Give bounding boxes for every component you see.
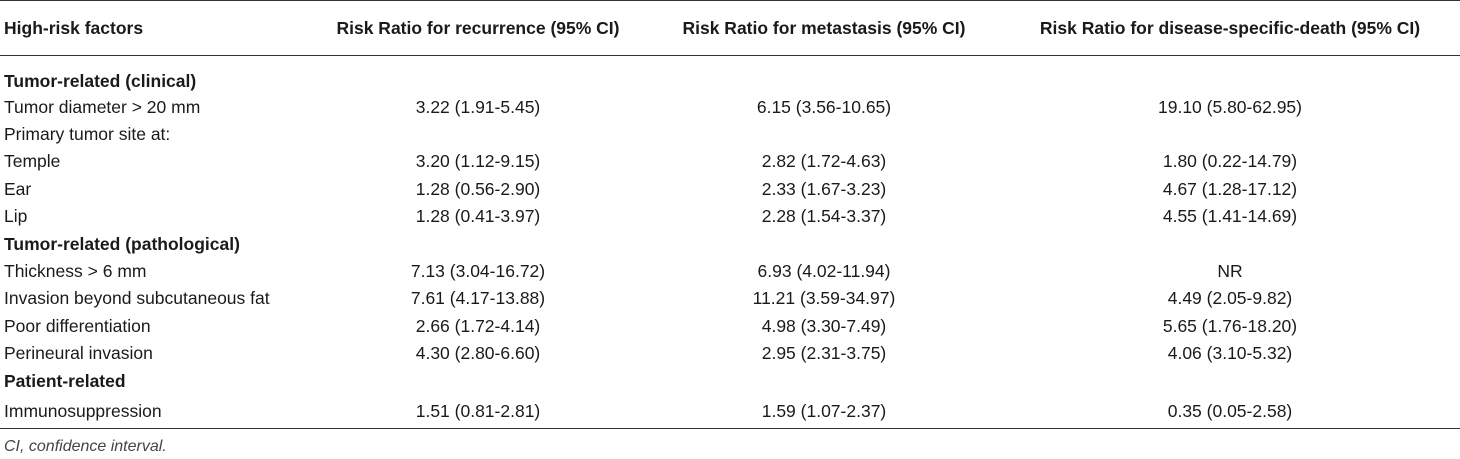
table-row: Lip 1.28 (0.41-3.97) 2.28 (1.54-3.37) 4.55 …: [0, 203, 1460, 230]
header-disease-specific-death: Risk Ratio for disease-specific-death (9…: [1000, 0, 1460, 56]
recurrence-value: 3.20 (1.12-9.15): [415, 151, 541, 172]
row-label: Invasion beyond subcutaneous fat: [4, 288, 270, 309]
metastasis-value: 6.15 (3.56-10.65): [756, 96, 892, 117]
recurrence-value: 1.28 (0.56-2.90): [415, 178, 541, 199]
row-label: Tumor diameter > 20 mm: [4, 96, 201, 117]
recurrence-value: [308, 367, 648, 394]
recurrence-value: 4.30 (2.80-6.60): [415, 343, 541, 364]
table-row: Thickness > 6 mm 7.13 (3.04-16.72) 6.93 (4…: [0, 258, 1460, 285]
recurrence-value: 2.66 (1.72-4.14): [415, 315, 541, 336]
table-footnote: CI, confidence interval.: [4, 438, 167, 455]
death-value: [1000, 56, 1460, 94]
death-value: 4.06 (3.10-5.32): [1167, 343, 1293, 364]
metastasis-value: [648, 230, 1000, 257]
risk-ratio-table-container: High-risk factors Risk Ratio for recurre…: [0, 0, 1460, 430]
death-value: [1000, 367, 1460, 394]
death-value: [1000, 230, 1460, 257]
metastasis-value: 2.28 (1.54-3.37): [761, 206, 887, 227]
row-label: Poor differentiation: [4, 315, 151, 336]
table-row: Perineural invasion 4.30 (2.80-6.60) 2.95 …: [0, 340, 1460, 367]
metastasis-value: 1.59 (1.07-2.37): [648, 394, 1000, 430]
row-label: Perineural invasion: [4, 343, 153, 364]
metastasis-value: [648, 121, 1000, 148]
metastasis-value: 2.82 (1.72-4.63): [761, 151, 887, 172]
death-value: NR: [1217, 261, 1243, 282]
death-value: 4.67 (1.28-17.12): [1162, 178, 1298, 199]
table-row: Ear 1.28 (0.56-2.90) 2.33 (1.67-3.23) 4.67 …: [0, 176, 1460, 203]
recurrence-value: 7.61 (4.17-13.88): [410, 288, 546, 309]
row-label: Thickness > 6 mm: [4, 261, 147, 282]
section-label: Patient-related: [4, 370, 126, 391]
section-label: Tumor-related (clinical): [4, 70, 197, 91]
table-row: Primary tumor site at:: [0, 121, 1460, 148]
section-row: Tumor-related (clinical): [0, 56, 1460, 94]
table-row: Invasion beyond subcutaneous fat 7.61 (4.…: [0, 285, 1460, 312]
row-label: Primary tumor site at:: [4, 124, 171, 145]
recurrence-value: 1.28 (0.41-3.97): [415, 206, 541, 227]
metastasis-value: [648, 367, 1000, 394]
header-row: High-risk factors Risk Ratio for recurre…: [0, 0, 1460, 56]
table-row: Tumor diameter > 20 mm 3.22 (1.91-5.45) 6.…: [0, 94, 1460, 121]
death-value: 1.80 (0.22-14.79): [1162, 151, 1298, 172]
recurrence-value: [308, 230, 648, 257]
row-label: Ear: [4, 178, 32, 199]
metastasis-value: 11.21 (3.59-34.97): [752, 288, 896, 309]
metastasis-value: [648, 56, 1000, 94]
section-row: Patient-related: [0, 367, 1460, 394]
table-header: High-risk factors Risk Ratio for recurre…: [0, 0, 1460, 56]
header-high-risk-factors: High-risk factors: [0, 0, 308, 56]
table-row: Poor differentiation 2.66 (1.72-4.14) 4.98…: [0, 313, 1460, 340]
recurrence-value: 7.13 (3.04-16.72): [410, 261, 546, 282]
recurrence-value: 1.51 (0.81-2.81): [308, 394, 648, 430]
table-body: Tumor-related (clinical) Tumor diameter >…: [0, 56, 1460, 430]
metastasis-value: 2.33 (1.67-3.23): [761, 178, 887, 199]
row-label: Immunosuppression: [0, 394, 308, 430]
death-value: [1000, 121, 1460, 148]
table-row: Immunosuppression 1.51 (0.81-2.81) 1.59 (1…: [0, 394, 1460, 430]
death-value: 19.10 (5.80-62.95): [1158, 96, 1302, 117]
metastasis-value: 2.95 (2.31-3.75): [761, 343, 887, 364]
metastasis-value: 4.98 (3.30-7.49): [761, 315, 887, 336]
death-value: 4.55 (1.41-14.69): [1162, 206, 1298, 227]
recurrence-value: [308, 121, 648, 148]
recurrence-value: 3.22 (1.91-5.45): [415, 96, 541, 117]
header-recurrence: Risk Ratio for recurrence (95% CI): [308, 0, 648, 56]
death-value: 4.49 (2.05-9.82): [1167, 288, 1293, 309]
section-row: Tumor-related (pathological): [0, 230, 1460, 257]
row-label: Temple: [4, 151, 61, 172]
table-row: Temple 3.20 (1.12-9.15) 2.82 (1.72-4.63) 1.…: [0, 148, 1460, 175]
death-value: 0.35 (0.05-2.58): [1000, 394, 1460, 430]
section-label: Tumor-related (pathological): [4, 233, 240, 254]
death-value: 5.65 (1.76-18.20): [1162, 315, 1298, 336]
recurrence-value: [308, 56, 648, 94]
header-metastasis: Risk Ratio for metastasis (95% CI): [648, 0, 1000, 56]
row-label: Lip: [4, 206, 28, 227]
metastasis-value: 6.93 (4.02-11.94): [757, 261, 891, 282]
risk-ratio-table: High-risk factors Risk Ratio for recurre…: [0, 0, 1460, 430]
